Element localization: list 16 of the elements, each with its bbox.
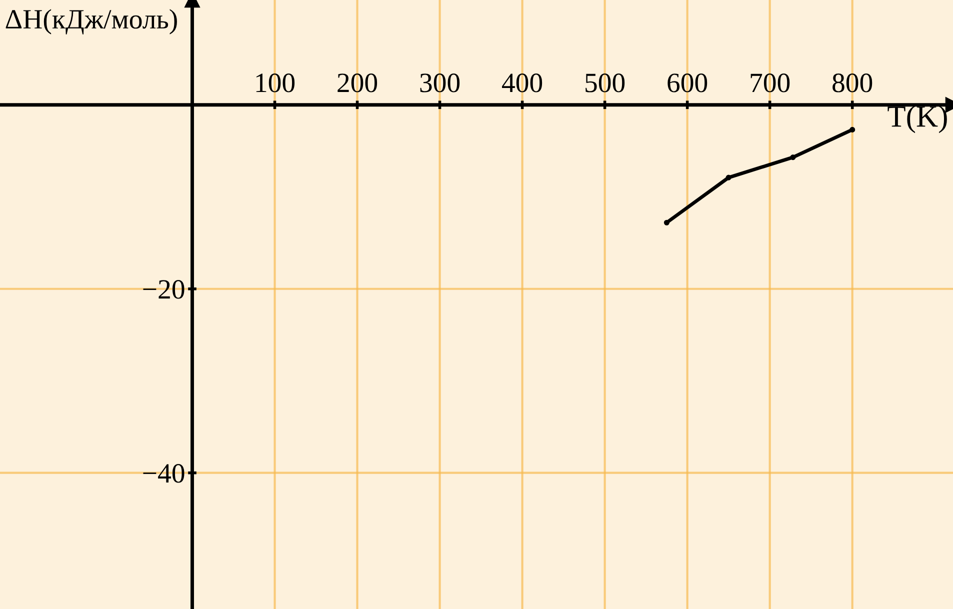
point [664, 220, 670, 226]
y-tick-label: −40 [143, 464, 184, 483]
x-tick-label: 200 [338, 74, 378, 92]
point [726, 174, 732, 180]
y-axis-title: ΔH(кДж/моль) [6, 9, 177, 34]
point [850, 126, 856, 132]
x-tick-label: 100 [256, 74, 295, 92]
point [790, 154, 796, 160]
x-axis-title: T(K) [888, 105, 947, 134]
y-tick-label: −20 [143, 280, 184, 299]
x-tick-label: 300 [420, 74, 460, 92]
x-tick-label: 400 [502, 74, 542, 92]
x-tick-label: 500 [586, 74, 625, 92]
x-tick-label: 700 [750, 74, 790, 92]
x-tick-label: 600 [668, 74, 708, 92]
x-tick-label: 800 [832, 74, 872, 92]
